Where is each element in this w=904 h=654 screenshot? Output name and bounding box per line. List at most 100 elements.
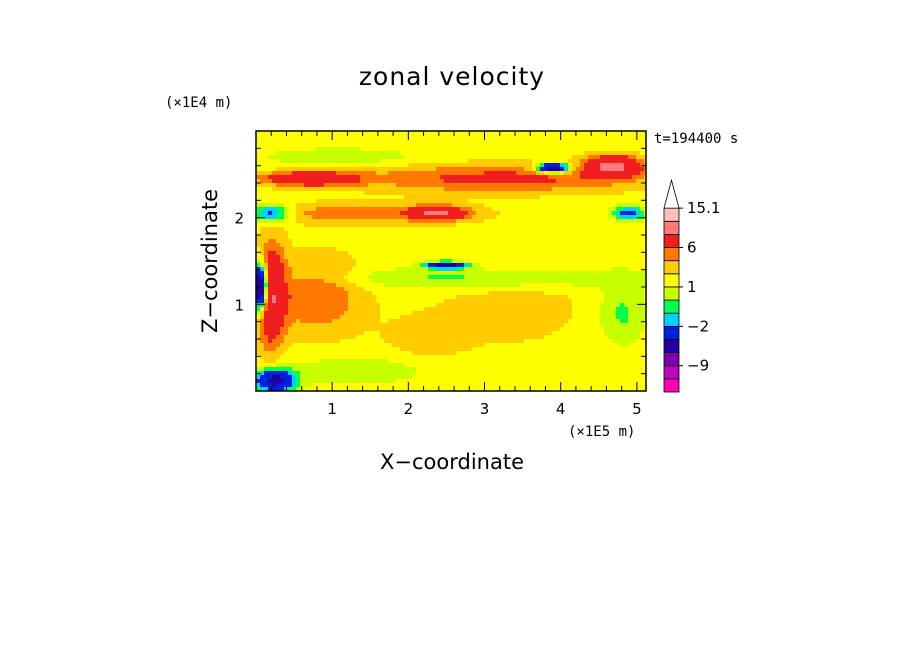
field-cell bbox=[456, 267, 461, 272]
field-cell bbox=[528, 243, 533, 248]
field-cell bbox=[264, 291, 269, 296]
field-cell bbox=[328, 263, 333, 268]
field-cell bbox=[536, 155, 541, 160]
field-cell bbox=[476, 139, 481, 144]
field-cell bbox=[576, 195, 581, 200]
field-cell bbox=[256, 263, 261, 268]
field-cell bbox=[624, 319, 629, 324]
field-cell bbox=[576, 251, 581, 256]
field-cell bbox=[360, 139, 365, 144]
field-cell bbox=[320, 275, 325, 280]
field-cell bbox=[568, 131, 573, 136]
field-cell bbox=[588, 147, 593, 152]
field-cell bbox=[388, 231, 393, 236]
field-cell bbox=[276, 203, 281, 208]
field-cell bbox=[604, 219, 609, 224]
field-cell bbox=[472, 291, 477, 296]
field-cell bbox=[528, 215, 533, 220]
field-cell bbox=[484, 287, 489, 292]
field-cell bbox=[404, 275, 409, 280]
field-cell bbox=[620, 271, 625, 276]
field-cell bbox=[632, 183, 637, 188]
field-cell bbox=[492, 207, 497, 212]
field-cell bbox=[476, 159, 481, 164]
field-cell bbox=[632, 263, 637, 268]
field-cell bbox=[384, 327, 389, 332]
field-cell bbox=[532, 187, 537, 192]
field-cell bbox=[500, 211, 505, 216]
field-cell bbox=[324, 303, 329, 308]
field-cell bbox=[596, 183, 601, 188]
field-cell bbox=[432, 291, 437, 296]
field-cell bbox=[308, 315, 313, 320]
field-cell bbox=[260, 163, 265, 168]
field-cell bbox=[372, 191, 377, 196]
field-cell bbox=[564, 131, 569, 136]
field-cell bbox=[296, 243, 301, 248]
field-cell bbox=[460, 223, 465, 228]
field-cell bbox=[620, 295, 625, 300]
field-cell bbox=[532, 175, 537, 180]
field-cell bbox=[372, 139, 377, 144]
field-cell bbox=[404, 191, 409, 196]
field-cell bbox=[256, 279, 261, 284]
field-cell bbox=[572, 243, 577, 248]
field-cell bbox=[428, 203, 433, 208]
field-cell bbox=[276, 211, 281, 216]
field-cell bbox=[276, 283, 281, 288]
field-cell bbox=[280, 151, 285, 156]
field-cell bbox=[420, 151, 425, 156]
field-cell bbox=[500, 307, 505, 312]
field-cell bbox=[336, 323, 341, 328]
field-cell bbox=[512, 255, 517, 260]
field-cell bbox=[484, 223, 489, 228]
field-cell bbox=[436, 251, 441, 256]
field-cell bbox=[368, 295, 373, 300]
field-cell bbox=[528, 179, 533, 184]
field-cell bbox=[544, 251, 549, 256]
field-cell bbox=[600, 283, 605, 288]
field-cell bbox=[596, 311, 601, 316]
field-cell bbox=[600, 279, 605, 284]
field-cell bbox=[576, 279, 581, 284]
field-cell bbox=[532, 303, 537, 308]
field-cell bbox=[640, 323, 645, 328]
field-cell bbox=[380, 231, 385, 236]
field-cell bbox=[624, 283, 629, 288]
field-cell bbox=[292, 171, 297, 176]
field-cell bbox=[592, 187, 597, 192]
field-cell bbox=[300, 147, 305, 152]
field-cell bbox=[476, 167, 481, 172]
field-cell bbox=[348, 207, 353, 212]
field-cell bbox=[492, 215, 497, 220]
field-cell bbox=[332, 207, 337, 212]
field-cell bbox=[332, 179, 337, 184]
field-cell bbox=[472, 143, 477, 148]
field-cell bbox=[632, 303, 637, 308]
field-cell bbox=[576, 315, 581, 320]
field-cell bbox=[564, 191, 569, 196]
field-cell bbox=[292, 295, 297, 300]
field-cell bbox=[556, 203, 561, 208]
field-cell bbox=[396, 143, 401, 148]
field-cell bbox=[272, 139, 277, 144]
field-cell bbox=[368, 199, 373, 204]
field-cell bbox=[328, 235, 333, 240]
field-cell bbox=[440, 263, 445, 268]
field-cell bbox=[308, 239, 313, 244]
field-cell bbox=[388, 323, 393, 328]
field-cell bbox=[424, 279, 429, 284]
field-cell bbox=[612, 231, 617, 236]
field-cell bbox=[624, 215, 629, 220]
field-cell bbox=[572, 255, 577, 260]
field-cell bbox=[520, 175, 525, 180]
field-cell bbox=[644, 211, 647, 216]
field-cell bbox=[512, 199, 517, 204]
field-cell bbox=[316, 203, 321, 208]
field-cell bbox=[328, 135, 333, 140]
field-cell bbox=[304, 183, 309, 188]
field-cell bbox=[308, 211, 313, 216]
field-cell bbox=[320, 251, 325, 256]
field-cell bbox=[588, 243, 593, 248]
field-cell bbox=[272, 243, 277, 248]
